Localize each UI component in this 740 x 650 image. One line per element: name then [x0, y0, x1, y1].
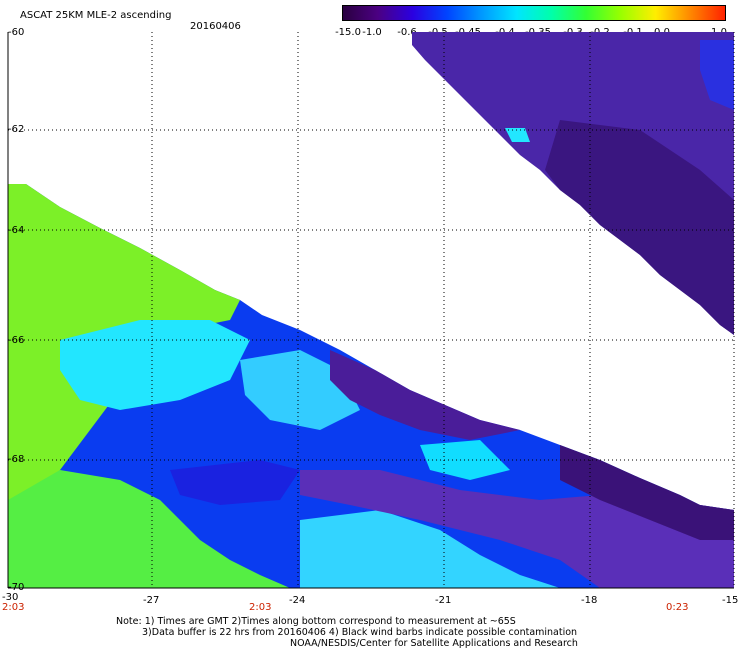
- lat-label: -66: [8, 335, 25, 346]
- map-date: 20160406: [190, 21, 241, 32]
- note-line-2: 3)Data buffer is 22 hrs from 20160406 4)…: [142, 627, 578, 638]
- swath-upper-dark: [545, 120, 734, 335]
- swath-upper-cyan: [505, 128, 530, 142]
- time-label: 2:03: [2, 602, 25, 613]
- lat-label: -64: [8, 225, 25, 236]
- note-line-1: Note: 1) Times are GMT 2)Times along bot…: [116, 616, 516, 627]
- swath-cyan-1: [60, 320, 250, 410]
- lat-label: -70: [8, 582, 25, 593]
- lat-label: -68: [8, 454, 25, 465]
- swath-upper-blue: [700, 40, 734, 110]
- lat-label: -60: [8, 27, 25, 38]
- lon-label: -18: [581, 595, 598, 606]
- lon-label: -15: [722, 595, 739, 606]
- colorbar-tick-label: -15.0: [335, 27, 361, 38]
- lat-label: -62: [8, 124, 25, 135]
- lon-label-corner: -30: [2, 592, 19, 603]
- time-label: 0:23: [666, 602, 689, 613]
- lon-label: -21: [435, 595, 452, 606]
- swath-green-south: [8, 470, 290, 588]
- map-title: ASCAT 25KM MLE-2 ascending: [20, 10, 172, 21]
- swath-blue-1: [170, 460, 300, 505]
- swath-purple-2: [330, 350, 520, 440]
- lon-label: -27: [143, 595, 160, 606]
- colorbar-tick-label: -1.0: [362, 27, 382, 38]
- colorbar: [342, 5, 726, 21]
- time-label: 2:03: [249, 602, 272, 613]
- colorbar-tick-label: -0.6: [397, 27, 417, 38]
- grid-lines: [8, 32, 735, 588]
- swath-cyan-3: [300, 510, 560, 588]
- note-line-3: NOAA/NESDIS/Center for Satellite Applica…: [290, 638, 578, 649]
- swath-darkpurple-edge: [560, 445, 734, 540]
- lon-label: -24: [289, 595, 306, 606]
